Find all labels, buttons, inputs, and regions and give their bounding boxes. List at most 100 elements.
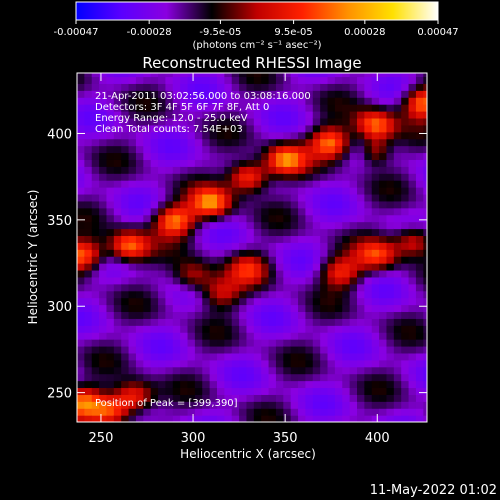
heatmap-cell [268,394,277,402]
heatmap-cell [172,318,181,326]
heatmap-cell [334,366,343,375]
heatmap-cell [408,90,417,98]
heatmap-cell [312,339,321,347]
heatmap-cell [194,249,203,257]
heatmap-cell [202,138,211,147]
heatmap-cell [187,256,196,264]
heatmap-cell [298,193,307,202]
heatmap-cell [393,76,402,84]
heatmap-cell [165,394,174,402]
heatmap-cell [224,325,233,333]
heatmap-cell [217,387,225,395]
heatmap-cell [393,145,402,154]
heatmap-cell [121,76,130,84]
heatmap-cell [246,297,255,306]
heatmap-cell [239,221,248,230]
heatmap-cell [408,228,417,237]
heatmap-cell [194,159,203,167]
heatmap-cell [165,111,174,119]
heatmap-cell [128,173,137,181]
heatmap-cell [305,394,314,402]
heatmap-cell [194,276,203,285]
heatmap-cell [246,187,255,195]
heatmap-cell [143,187,152,195]
heatmap-cell [91,283,100,292]
heatmap-cell [194,366,203,375]
heatmap-cell [187,408,196,416]
heatmap-cell [312,76,321,84]
heatmap-cell [113,352,122,361]
heatmap-cell [106,104,115,112]
heatmap-cell [158,332,167,340]
heatmap-cell [312,401,321,409]
heatmap-cell [209,180,218,188]
heatmap-cell [401,249,410,257]
heatmap-cell [84,359,93,368]
heatmap-cell [253,76,262,84]
heatmap-cell [327,180,336,188]
heatmap-cell [202,249,211,257]
heatmap-cell [231,242,240,250]
heatmap-cell [165,304,174,313]
heatmap-cell [283,111,292,119]
heatmap-cell [386,228,395,237]
heatmap-cell [357,207,365,216]
heatmap-cell [415,193,424,202]
heatmap-cell [194,228,203,237]
heatmap-cell [91,345,100,354]
heatmap-cell [312,394,321,402]
heatmap-cell [283,235,292,243]
heatmap-cell [91,276,100,285]
heatmap-cell [150,332,159,340]
heatmap-cell [239,214,248,223]
heatmap-cell [379,187,388,195]
heatmap-cell [379,256,388,264]
heatmap-cell [143,401,152,409]
heatmap-cell [379,366,388,375]
heatmap-cell [371,242,380,250]
heatmap-cell [121,380,130,389]
heatmap-cell [113,173,122,181]
heatmap-cell [77,138,85,147]
heatmap-cell [371,394,380,402]
colorbar-units: (photons cm⁻² s⁻¹ asec⁻²) [192,40,321,51]
heatmap-cell [408,249,417,257]
heatmap-cell [357,269,365,278]
heatmap-cell [217,283,225,292]
heatmap-cell [106,380,115,389]
heatmap-cell [320,256,329,264]
heatmap-cell [290,90,299,98]
heatmap-cell [342,131,351,140]
heatmap-cell [106,221,115,230]
heatmap-cell [217,159,225,167]
heatmap-cell [290,97,299,105]
heatmap-cell [393,387,402,395]
heatmap-cell [84,304,93,313]
heatmap-cell [371,76,380,84]
heatmap-cell [158,235,167,243]
heatmap-cell [268,373,277,382]
heatmap-cell [99,221,108,230]
heatmap-cell [253,159,262,167]
heatmap-cell [231,124,240,133]
heatmap-cell [224,200,233,209]
heatmap-cell [113,187,122,195]
heatmap-cell [327,332,336,340]
heatmap-cell [253,325,262,333]
heatmap-cell [172,138,181,147]
heatmap-cell [91,269,100,278]
heatmap-cell [401,111,410,119]
heatmap-cell [357,311,365,319]
heatmap-cell [298,269,307,278]
heatmap-cell [150,124,159,133]
heatmap-cell [364,214,373,223]
heatmap-cell [77,124,85,133]
heatmap-cell [84,193,93,202]
heatmap-cell [386,345,395,354]
heatmap-cell [253,152,262,160]
heatmap-cell [334,352,343,361]
heatmap-cell [342,401,351,409]
heatmap-cell [386,352,395,361]
heatmap-cell [150,394,159,402]
